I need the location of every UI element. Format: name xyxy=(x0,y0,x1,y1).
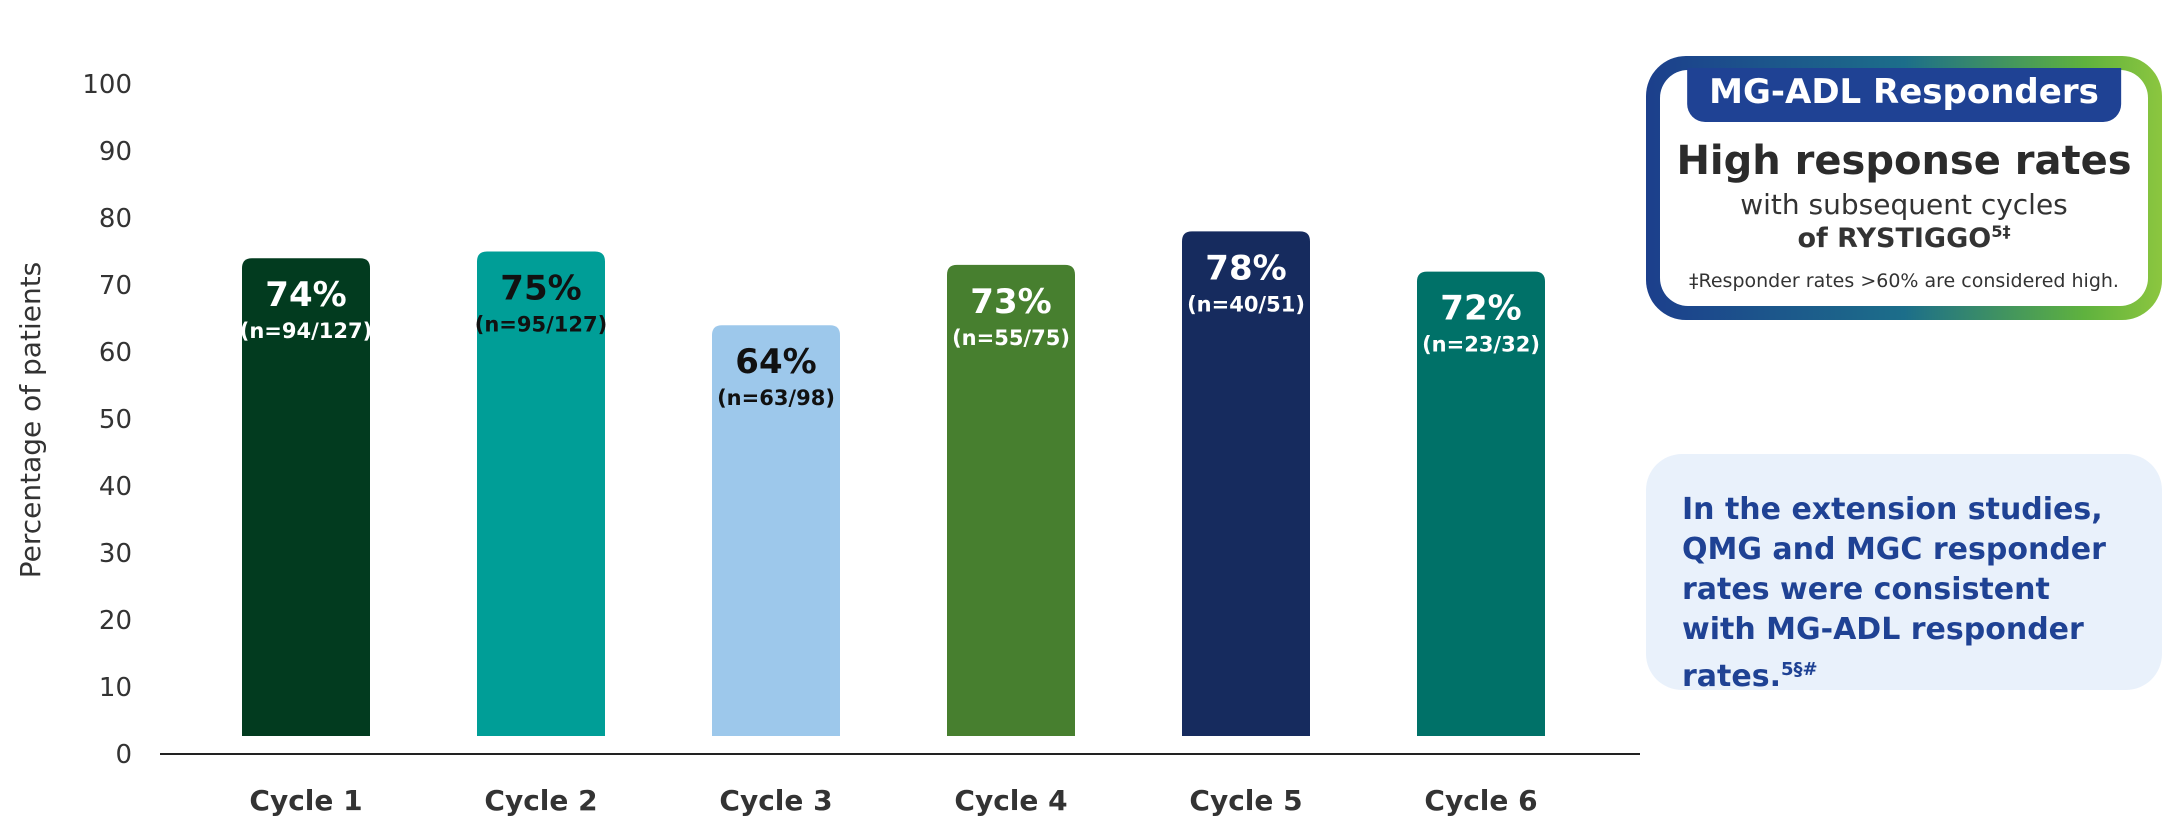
callout-headline: High response rates xyxy=(1676,138,2132,184)
y-tick-label: 100 xyxy=(82,70,132,100)
bar xyxy=(242,258,370,736)
callout-body: MG-ADL Responders High response rates wi… xyxy=(1660,68,2148,306)
bar-value-label: 73% xyxy=(970,282,1051,322)
callout-line2: of RYSTIGGO5‡ xyxy=(1660,222,2148,254)
y-tick-label: 10 xyxy=(99,673,132,703)
y-tick-label: 40 xyxy=(99,472,132,502)
note-body: In the extension studies, QMG and MGC re… xyxy=(1682,492,2106,694)
bar xyxy=(947,264,1075,736)
bar-n-label: (n=63/98) xyxy=(717,386,835,410)
bar-n-label: (n=23/32) xyxy=(1422,333,1540,357)
bar xyxy=(1417,271,1545,736)
bar-value-label: 72% xyxy=(1440,289,1521,329)
bar xyxy=(477,251,605,736)
y-tick-label: 20 xyxy=(99,606,132,636)
responders-callout: MG-ADL Responders High response rates wi… xyxy=(1646,56,2162,320)
bar-n-label: (n=40/51) xyxy=(1187,292,1305,316)
y-tick-label: 80 xyxy=(99,204,132,234)
bar-chart: 0 10 20 30 40 50 60 70 80 90 100 74% (n=94/127) 75% (… xyxy=(14,70,1640,817)
bar-value-label: 78% xyxy=(1205,248,1286,288)
y-tick-label: 70 xyxy=(99,271,132,301)
extension-studies-note: In the extension studies, QMG and MGC re… xyxy=(1646,454,2162,694)
bar xyxy=(712,325,840,736)
callout-line1: with subsequent cycles xyxy=(1740,188,2068,221)
bar-value-label: 74% xyxy=(265,275,346,315)
y-tick-label: 30 xyxy=(99,539,132,569)
x-category-label: Cycle 2 xyxy=(484,784,597,817)
y-axis-label: Percentage of patients xyxy=(14,262,47,579)
x-category-label: Cycle 6 xyxy=(1424,784,1537,817)
x-category-label: Cycle 4 xyxy=(954,784,1067,817)
callout-badge: MG-ADL Responders xyxy=(1687,68,2121,122)
y-tick-label: 90 xyxy=(99,137,132,167)
bars-group: 74% (n=94/127) 75% (n=95/127) 64% (n=63/98) 73… xyxy=(240,231,1545,736)
bar-n-label: (n=55/75) xyxy=(952,326,1070,350)
y-tick-label: 60 xyxy=(99,338,132,368)
bar xyxy=(1182,231,1310,736)
bar-n-label: (n=94/127) xyxy=(240,319,372,343)
bar-value-label: 75% xyxy=(500,269,581,309)
bar-n-label: (n=95/127) xyxy=(475,313,607,337)
bar-value-label: 64% xyxy=(735,342,816,382)
x-category-label: Cycle 5 xyxy=(1189,784,1302,817)
x-axis-categories: Cycle 1 Cycle 2 Cycle 3 Cycle 4 Cycle 5 Cycle… xyxy=(249,784,1537,817)
callout-line2-sup: 5‡ xyxy=(1991,222,2011,241)
y-tick-label: 50 xyxy=(99,405,132,435)
note-sup: 5§# xyxy=(1780,659,1818,680)
x-category-label: Cycle 3 xyxy=(719,784,832,817)
callout-line2-text: of RYSTIGGO xyxy=(1797,223,1992,254)
y-axis-ticks: 0 10 20 30 40 50 60 70 80 90 100 xyxy=(82,70,132,770)
note-text: In the extension studies, QMG and MGC re… xyxy=(1682,490,2122,697)
callout-footnote: ‡Responder rates >60% are considered hig… xyxy=(1689,270,2119,292)
y-tick-label: 0 xyxy=(115,740,132,770)
x-category-label: Cycle 1 xyxy=(249,784,362,817)
